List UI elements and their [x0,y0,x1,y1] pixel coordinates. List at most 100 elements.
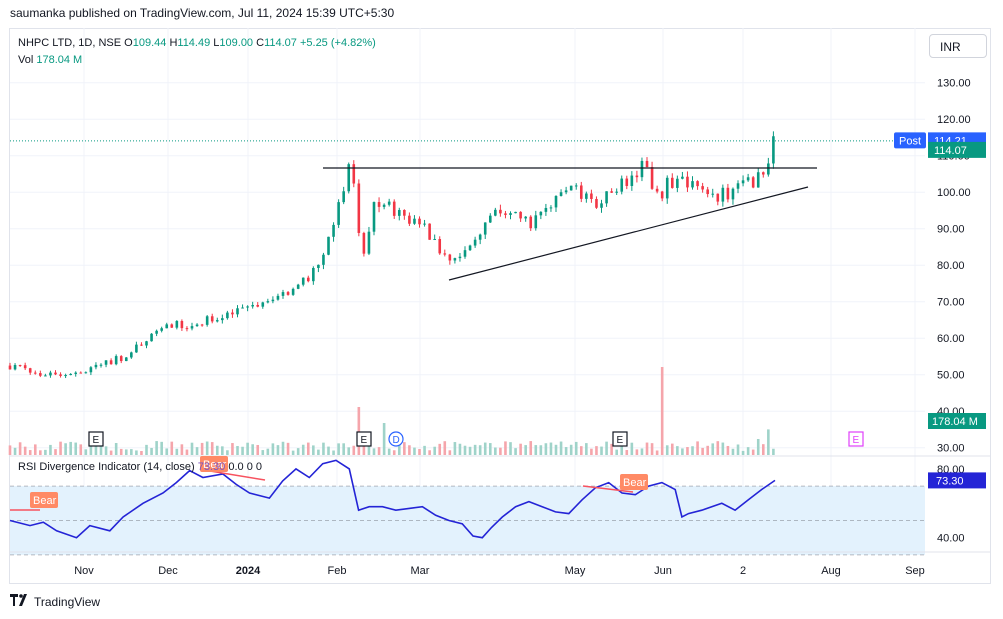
volume-bar [145,444,148,455]
volume-bar [347,447,351,455]
rsi-name[interactable]: RSI Divergence Indicator (14, close) [18,461,195,473]
change-value: +5.25 (+4.82%) [299,37,376,49]
volume-bar [731,448,735,455]
bear-label: Bear [623,477,647,489]
candle-body [327,236,330,255]
candle-body [438,239,442,254]
candle-body [205,316,209,325]
candle-body [190,326,194,329]
tradingview-logo[interactable]: TradingView [10,594,100,609]
volume-bar [362,444,366,455]
time-axis-label: May [565,565,586,577]
volume-bar [64,443,67,455]
event-marker-label: E [617,435,624,446]
candle-body [509,213,512,215]
open-label: O [124,37,133,49]
rsi-value-tag-bg [928,472,986,489]
volume-bar [433,446,436,455]
candle-body [630,175,634,186]
candle-body [554,195,558,208]
volume-bar [185,449,189,455]
earnings-marker [848,431,864,447]
volume-bar [135,450,138,455]
candle-body [761,172,765,175]
candle-body [423,223,426,225]
candle-body [372,202,376,232]
post-tag-bg [894,132,926,149]
candle-body [691,181,694,188]
volume-bar [726,445,730,455]
volume-bar [296,448,300,455]
candle-body [676,178,679,188]
candle-body [382,204,386,207]
candle-body [347,164,351,192]
price-axis-label: 60.00 [937,333,965,345]
volume-bar [317,449,320,455]
currency-button[interactable]: INR [929,34,987,58]
candle-body [660,191,664,199]
volume-bar [18,442,22,455]
candle-body [686,176,689,188]
volume-bar [130,449,133,455]
close-value: 114.07 [264,37,297,49]
volume-bar [736,444,740,455]
volume-bar [620,446,624,455]
volume-bar [686,447,689,455]
volume-bar [741,450,745,455]
candle-body [18,365,22,367]
volume-bar [74,442,78,455]
post-tag-label: Post [899,135,921,147]
event-marker-label: E [93,435,100,446]
candle-body [701,186,704,190]
volume-bar [544,443,548,455]
symbol-label[interactable]: NHPC LTD, 1D, NSE [18,37,122,49]
candle-body [180,321,184,329]
volume-bar [342,443,345,455]
candle-body [590,193,593,199]
candle-body [94,364,98,368]
candle-body [332,224,335,237]
candle-body [746,177,750,181]
volume-bar [635,449,639,455]
volume-bar [150,447,153,455]
volume-bar [155,441,158,455]
volume-bar [54,449,57,455]
volume-bar [231,443,234,455]
volume-bar [114,443,118,455]
volume-bar [630,442,634,455]
candle-body [236,308,239,315]
candle-body [483,222,487,235]
volume-bar [595,446,598,455]
candle-body [458,256,462,259]
candle-body [352,164,356,184]
volume-bar [519,443,522,455]
price-axis-label: 30.00 [937,443,965,455]
volume-bar [205,441,209,455]
bear-divergence-line [582,485,634,493]
volume-bar [478,445,482,455]
candle-body [312,267,315,282]
volume-bar [372,448,376,455]
candle-body [104,360,108,365]
candle-body [119,356,123,362]
candle-body [574,185,578,187]
volume-bar [605,441,608,455]
volume-bar [195,447,199,455]
volume-bar [574,441,578,455]
candle-body [74,372,78,374]
volume-bar [23,446,27,455]
candle-body [306,277,310,282]
volume-bar [458,443,462,455]
last-price-tag-bg [928,141,986,158]
time-axis-label: Jun [654,565,672,577]
candle-body [650,167,654,189]
time-axis-label: Aug [821,565,841,577]
candle-body [276,295,280,300]
candle-body [210,316,214,322]
time-axis-label: Dec [158,565,178,577]
volume-bar [261,450,265,455]
volume-bar [701,447,704,455]
candle-body [670,177,674,188]
candle-body [69,373,72,376]
